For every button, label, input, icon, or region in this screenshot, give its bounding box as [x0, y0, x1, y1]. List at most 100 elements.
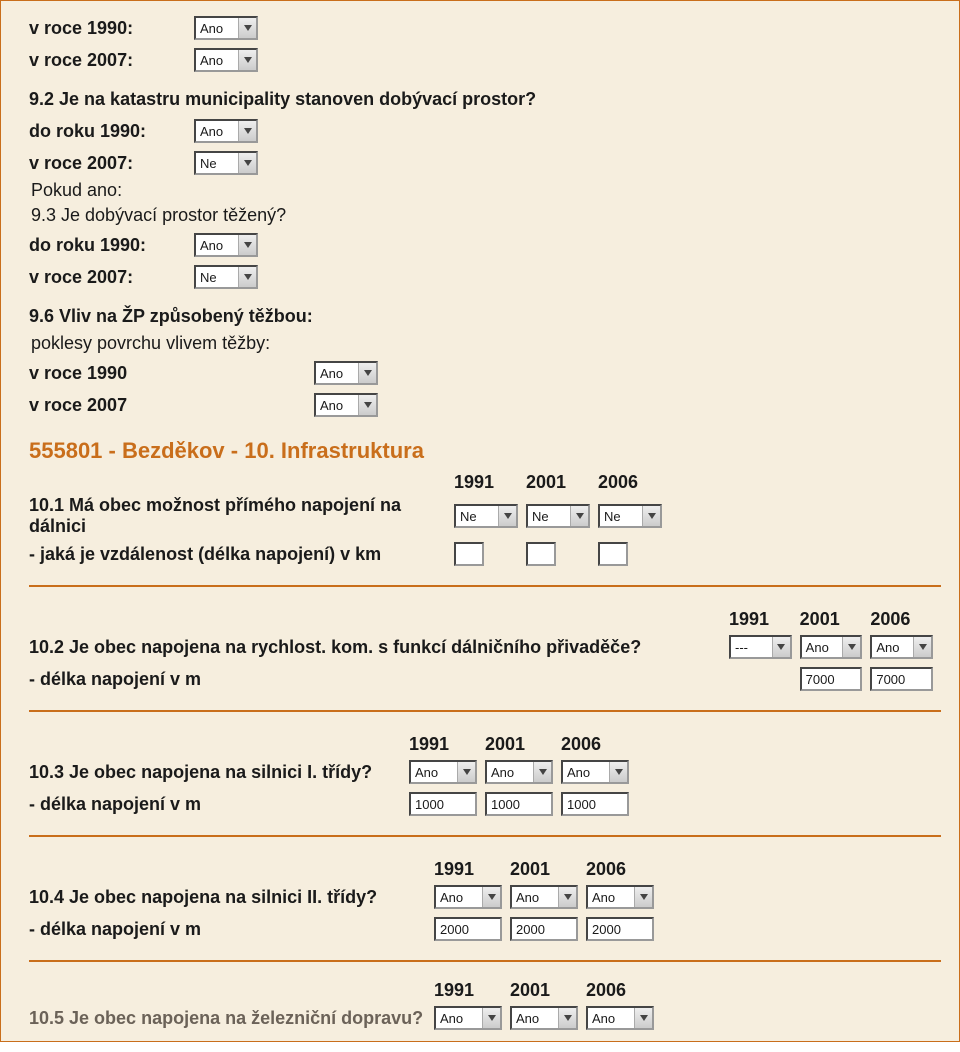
chevron-down-icon	[772, 637, 790, 657]
q103-select-1991[interactable]: Ano	[409, 760, 477, 784]
q104-row: 10.4 Je obec napojena na silnici II. tří…	[29, 882, 941, 912]
select-2007[interactable]: Ano	[194, 48, 258, 72]
q96-select-2007-value: Ano	[316, 395, 358, 415]
q103-row: 10.3 Je obec napojena na silnici I. tříd…	[29, 757, 941, 787]
q103-label: 10.3 Je obec napojena na silnici I. tříd…	[29, 762, 409, 783]
q101-label: 10.1 Má obec možnost přímého napojení na…	[29, 495, 454, 537]
q102-input-2006[interactable]: 7000	[870, 667, 933, 691]
q101-select-2006-value: Ne	[600, 506, 642, 526]
q105-row: 10.5 Je obec napojena na železniční dopr…	[29, 1003, 941, 1033]
chevron-down-icon	[558, 1008, 576, 1028]
q104-input-2001[interactable]: 2000	[510, 917, 578, 941]
q103-year-header: 1991 2001 2006	[29, 734, 941, 755]
chevron-down-icon	[609, 762, 627, 782]
q92-select-1990[interactable]: Ano	[194, 119, 258, 143]
q103-input-2006[interactable]: 1000	[561, 792, 629, 816]
q101-sub-row: - jaká je vzdálenost (délka napojení) v …	[29, 539, 941, 569]
pokud-ano: Pokud ano:	[31, 180, 941, 201]
q103-input-2001[interactable]: 1000	[485, 792, 553, 816]
q103-select-2001[interactable]: Ano	[485, 760, 553, 784]
chevron-down-icon	[238, 235, 256, 255]
divider	[29, 585, 941, 587]
q102-select-1991[interactable]: ---	[729, 635, 792, 659]
label-doroku1990: do roku 1990:	[29, 121, 194, 142]
chevron-down-icon	[238, 18, 256, 38]
q102-select-2006[interactable]: Ano	[870, 635, 933, 659]
q101-select-1991[interactable]: Ne	[454, 504, 518, 528]
q103-select-2006-value: Ano	[563, 762, 609, 782]
q104-sub-label: - délka napojení v m	[29, 919, 434, 940]
label-vroce2007: v roce 2007:	[29, 153, 194, 174]
q102-input-2001[interactable]: 7000	[800, 667, 863, 691]
year-2001: 2001	[510, 980, 586, 1001]
q104-select-1991[interactable]: Ano	[434, 885, 502, 909]
q102-select-2001[interactable]: Ano	[800, 635, 863, 659]
q104-input-2006[interactable]: 2000	[586, 917, 654, 941]
label-vroce1990n: v roce 1990	[29, 363, 314, 384]
chevron-down-icon	[238, 50, 256, 70]
q105-select-2006-value: Ano	[588, 1008, 634, 1028]
chevron-down-icon	[238, 267, 256, 287]
q93-select-2007-value: Ne	[196, 267, 238, 287]
year-2001: 2001	[800, 609, 871, 630]
chevron-down-icon	[634, 887, 652, 907]
q101-input-2006[interactable]	[598, 542, 628, 566]
q92-row-2007: v roce 2007: Ne	[29, 148, 941, 178]
year-2001: 2001	[485, 734, 561, 755]
q101-select-2006[interactable]: Ne	[598, 504, 662, 528]
q104-select-2001-value: Ano	[512, 887, 558, 907]
q96-select-1990[interactable]: Ano	[314, 361, 378, 385]
year-2006: 2006	[586, 859, 662, 880]
section-10-title: 555801 - Bezděkov - 10. Infrastruktura	[29, 438, 941, 464]
q101-row: 10.1 Má obec možnost přímého napojení na…	[29, 495, 941, 537]
q92-select-2007[interactable]: Ne	[194, 151, 258, 175]
q105-select-1991-value: Ano	[436, 1008, 482, 1028]
q103-input-1991[interactable]: 1000	[409, 792, 477, 816]
chevron-down-icon	[634, 1008, 652, 1028]
q102-select-2001-value: Ano	[802, 637, 843, 657]
q93-select-1990[interactable]: Ano	[194, 233, 258, 257]
chevron-down-icon	[238, 121, 256, 141]
q101-year-header: 1991 2001 2006	[29, 472, 941, 493]
q104-year-header: 1991 2001 2006	[29, 859, 941, 880]
q104-select-1991-value: Ano	[436, 887, 482, 907]
q96-select-2007[interactable]: Ano	[314, 393, 378, 417]
chevron-down-icon	[457, 762, 475, 782]
q104-input-1991[interactable]: 2000	[434, 917, 502, 941]
q101-input-1991[interactable]	[454, 542, 484, 566]
q101-input-2001[interactable]	[526, 542, 556, 566]
q105-select-2001[interactable]: Ano	[510, 1006, 578, 1030]
q101-select-2001[interactable]: Ne	[526, 504, 590, 528]
chevron-down-icon	[498, 506, 516, 526]
chevron-down-icon	[842, 637, 860, 657]
q93-heading: 9.3 Je dobývací prostor těžený?	[31, 205, 941, 226]
q96-row-2007: v roce 2007 Ano	[29, 390, 941, 420]
year-1991: 1991	[434, 859, 510, 880]
q92-row-1990: do roku 1990: Ano	[29, 116, 941, 146]
label-vroce1990: v roce 1990:	[29, 18, 194, 39]
q103-sub-label: - délka napojení v m	[29, 794, 409, 815]
label-vroce2007: v roce 2007:	[29, 267, 194, 288]
q105-select-2006[interactable]: Ano	[586, 1006, 654, 1030]
q101-select-2001-value: Ne	[528, 506, 570, 526]
chevron-down-icon	[482, 887, 500, 907]
select-1990[interactable]: Ano	[194, 16, 258, 40]
q104-sub-row: - délka napojení v m 2000 2000 2000	[29, 914, 941, 944]
q96-select-1990-value: Ano	[316, 363, 358, 383]
q92-heading: 9.2 Je na katastru municipality stanoven…	[29, 89, 941, 110]
q92-select-2007-value: Ne	[196, 153, 238, 173]
q103-select-2006[interactable]: Ano	[561, 760, 629, 784]
q102-select-2006-value: Ano	[872, 637, 913, 657]
chevron-down-icon	[570, 506, 588, 526]
q104-select-2006[interactable]: Ano	[586, 885, 654, 909]
q96-sub: poklesy povrchu vlivem těžby:	[31, 333, 941, 354]
q104-select-2001[interactable]: Ano	[510, 885, 578, 909]
q93-select-2007[interactable]: Ne	[194, 265, 258, 289]
form-page: v roce 1990: Ano v roce 2007: Ano 9.2 Je…	[0, 0, 960, 1042]
q102-row: 10.2 Je obec napojena na rychlost. kom. …	[29, 632, 941, 662]
q105-select-1991[interactable]: Ano	[434, 1006, 502, 1030]
q96-heading: 9.6 Vliv na ŽP způsobený těžbou:	[29, 306, 941, 327]
q104-label: 10.4 Je obec napojena na silnici II. tří…	[29, 887, 434, 908]
q93-select-1990-value: Ano	[196, 235, 238, 255]
q102-sub-row: - délka napojení v m 7000 7000	[29, 664, 941, 694]
